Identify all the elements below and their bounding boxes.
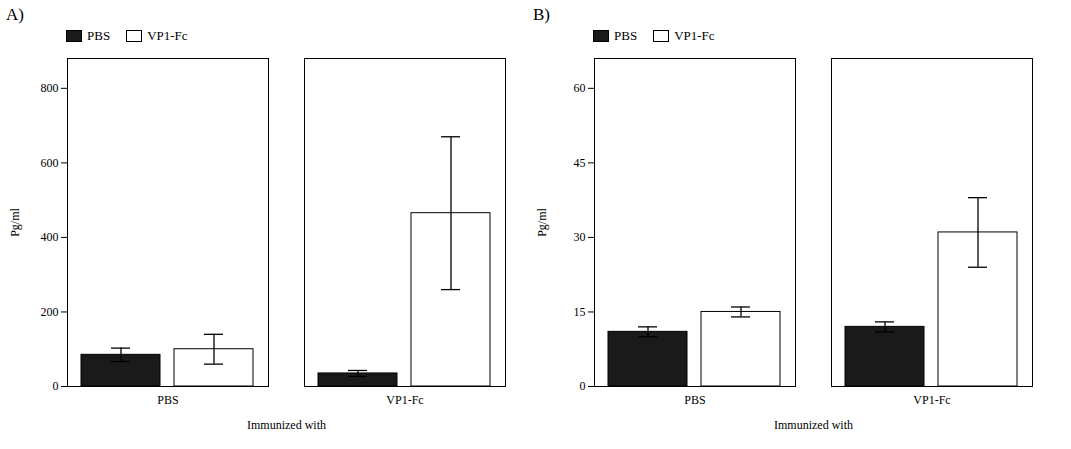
html-text:PBS: PBS — [614, 28, 638, 43]
svg-text:Pg/ml: Pg/ml — [8, 208, 22, 237]
html-text:B): B) — [533, 5, 550, 24]
svg-text:45: 45 — [574, 156, 586, 170]
svg-text:VP1-Fc: VP1-Fc — [386, 393, 423, 407]
svg-text:600: 600 — [41, 156, 59, 170]
html-text:A): A) — [6, 5, 24, 24]
svg-text:800: 800 — [41, 81, 59, 95]
svg-text:200: 200 — [41, 305, 59, 319]
svg-text:Pg/ml: Pg/ml — [535, 208, 549, 237]
svg-text:PBS: PBS — [684, 393, 705, 407]
html-text:VP1-Fc: VP1-Fc — [674, 28, 715, 43]
svg-text:0: 0 — [580, 379, 586, 393]
svg-text:0: 0 — [53, 379, 59, 393]
svg-text:PBS: PBS — [157, 393, 178, 407]
html-text:PBS: PBS — [87, 28, 111, 43]
svg-text:Immunized with: Immunized with — [247, 418, 326, 432]
svg-text:VP1-Fc: VP1-Fc — [913, 393, 950, 407]
html-text:VP1-Fc: VP1-Fc — [147, 28, 188, 43]
svg-text:60: 60 — [574, 81, 586, 95]
svg-text:15: 15 — [574, 305, 586, 319]
svg-text:Immunized with: Immunized with — [774, 418, 853, 432]
svg-text:400: 400 — [41, 230, 59, 244]
svg-text:30: 30 — [574, 230, 586, 244]
